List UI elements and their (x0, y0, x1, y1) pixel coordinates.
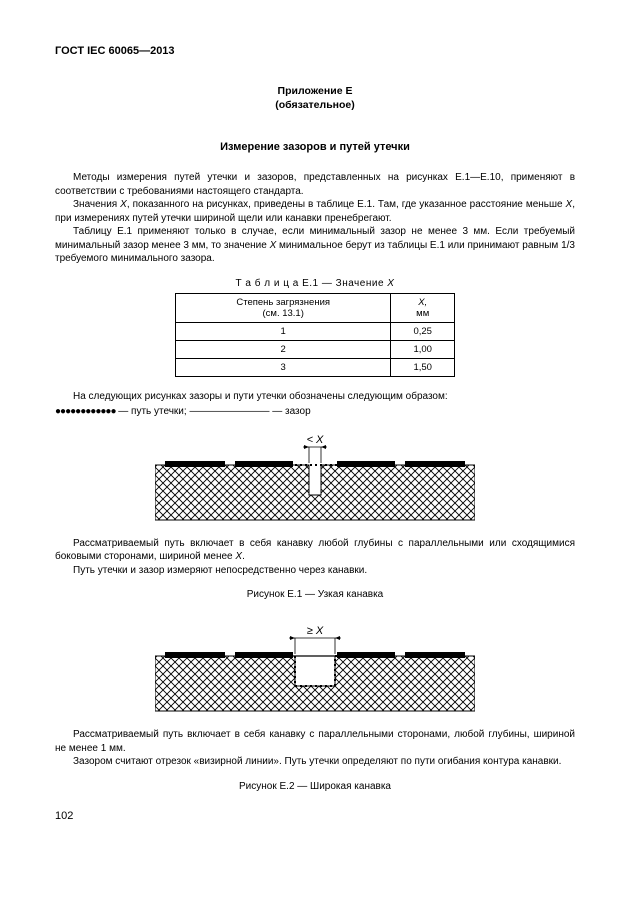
table-header-col1: Степень загрязнения (см. 13.1) (176, 293, 391, 322)
table-row: 3 1,50 (176, 358, 455, 376)
svg-text:≥ X: ≥ X (307, 625, 324, 637)
table-caption: Т а б л и ц а Е.1 — Значение X (55, 278, 575, 289)
svg-text:< X: < X (307, 434, 324, 446)
p2-x: X (120, 199, 127, 210)
intro-paragraphs: Методы измерения путей утечки и зазоров,… (55, 171, 575, 266)
standard-header: ГОСТ IEC 60065—2013 (55, 45, 575, 57)
legend-line: ●●●●●●●●●●●● — путь утечки; ———————— — з… (55, 406, 575, 417)
table-header-row: Степень загрязнения (см. 13.1) X, мм (176, 293, 455, 322)
figure-e2-svg: ≥ X (155, 618, 475, 713)
table-row: 2 1,00 (176, 340, 455, 358)
fig1-d1a: Рассматриваемый путь включает в себя кан… (55, 538, 575, 563)
table-caption-var: X (387, 278, 394, 289)
legend-line-icon: ———————— (189, 406, 269, 417)
table-header-col2: X, мм (391, 293, 455, 322)
fig1-desc2: Путь утечки и зазор измеряют непосредств… (55, 564, 575, 578)
figure-e2: ≥ X (55, 618, 575, 716)
table-cell: 0,25 (391, 322, 455, 340)
table-cell: 1 (176, 322, 391, 340)
section-title: Измерение зазоров и путей утечки (55, 141, 575, 153)
fig2-desc2: Зазором считают отрезок «визирной линии»… (55, 755, 575, 769)
table-cell: 3 (176, 358, 391, 376)
appendix-subtitle: (обязательное) (55, 99, 575, 111)
figure-e2-caption: Рисунок Е.2 — Широкая канавка (55, 781, 575, 792)
legend-intro: На следующих рисунках зазоры и пути утеч… (55, 391, 575, 402)
p2-b: , показанного на рисунках, приведены в т… (127, 199, 566, 210)
table-caption-prefix: Т а б л и ц а Е.1 — Значение (236, 278, 388, 289)
th2b: мм (397, 308, 448, 319)
legend-dots-icon: ●●●●●●●●●●●● (55, 406, 115, 417)
page: ГОСТ IEC 60065—2013 Приложение Е (обязат… (0, 0, 630, 840)
figure-e1: < X (55, 427, 575, 525)
table-cell: 2 (176, 340, 391, 358)
legend-leak-label: — путь утечки; (115, 406, 189, 417)
p2-a: Значения (73, 199, 120, 210)
figure-e1-caption: Рисунок Е.1 — Узкая канавка (55, 589, 575, 600)
table-cell: 1,50 (391, 358, 455, 376)
paragraph-2: Значения X, показанного на рисунках, при… (55, 198, 575, 225)
fig1-d1e: . (242, 551, 245, 562)
table-cell: 1,00 (391, 340, 455, 358)
paragraph-3: Таблицу Е.1 применяют только в случае, е… (55, 225, 575, 266)
th1b: (см. 13.1) (182, 308, 384, 319)
legend-gap-label: — зазор (269, 406, 310, 417)
figure-e1-desc: Рассматриваемый путь включает в себя кан… (55, 537, 575, 578)
figure-e1-svg: < X (155, 427, 475, 522)
paragraph-1: Методы измерения путей утечки и зазоров,… (55, 171, 575, 198)
th1a: Степень загрязнения (182, 297, 384, 308)
th2a: X, (397, 297, 448, 308)
figure-e2-desc: Рассматриваемый путь включает в себя кан… (55, 728, 575, 769)
fig1-desc1: Рассматриваемый путь включает в себя кан… (55, 537, 575, 564)
page-number: 102 (55, 810, 73, 822)
appendix-title: Приложение Е (55, 85, 575, 97)
table-row: 1 0,25 (176, 322, 455, 340)
table-e1: Степень загрязнения (см. 13.1) X, мм 1 0… (175, 293, 455, 377)
fig2-desc1: Рассматриваемый путь включает в себя кан… (55, 728, 575, 755)
